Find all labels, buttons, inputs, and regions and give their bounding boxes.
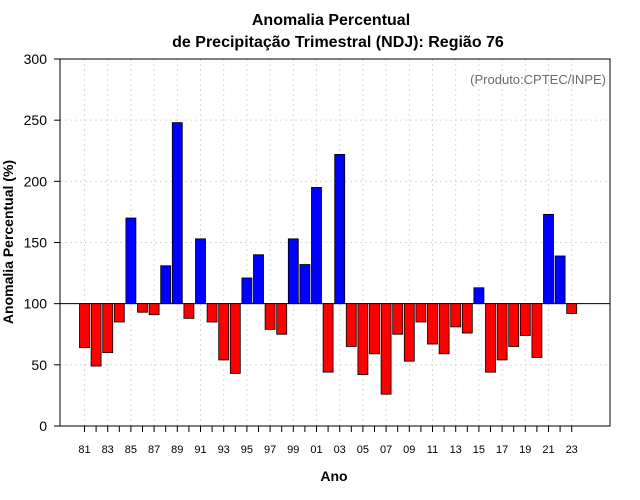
bar-94 — [229, 303, 241, 374]
x-tick-label: 89 — [171, 444, 183, 456]
y-tick-label: 250 — [24, 112, 48, 128]
bar-96 — [253, 254, 264, 305]
bar-03 — [334, 154, 346, 305]
bar-91 — [195, 238, 206, 305]
x-tick-label: 05 — [357, 444, 369, 456]
x-tick-label: 81 — [78, 444, 90, 456]
y-tick-label: 150 — [24, 235, 48, 251]
bar-83 — [102, 303, 114, 353]
bar-02 — [322, 303, 334, 373]
bar-92 — [206, 303, 218, 323]
x-tick-label: 87 — [148, 444, 160, 456]
x-tick-label: 21 — [542, 444, 554, 456]
x-tick-label: 17 — [496, 444, 508, 456]
product-credit: (Produto:CPTEC/INPE) — [470, 72, 606, 87]
x-tick-label: 23 — [566, 444, 578, 456]
chart-title-line-2: de Precipitação Trimestral (NDJ): Região… — [172, 34, 504, 51]
x-axis: 81 83 85 87 89 91 93 95 97 99 01 03 05 07 09 11 13 15 17 19… — [78, 426, 578, 456]
x-tick-label: 07 — [380, 444, 392, 456]
bar-18 — [508, 303, 520, 347]
y-axis-title: Anomalia Percentual (%) — [0, 160, 16, 324]
bar-98 — [276, 303, 288, 335]
x-tick-label: 99 — [287, 444, 299, 456]
bar-05 — [357, 303, 369, 376]
x-tick-label: 91 — [194, 444, 206, 456]
bar-07 — [380, 303, 392, 395]
x-tick-label: 19 — [519, 444, 531, 456]
x-tick-label: 83 — [102, 444, 114, 456]
bar-10 — [415, 303, 427, 323]
bar-12 — [438, 303, 450, 355]
y-tick-label: 50 — [31, 357, 47, 373]
bar-20 — [531, 303, 543, 358]
bar-04 — [345, 303, 357, 347]
bar-13 — [450, 303, 462, 328]
bar-11 — [427, 303, 438, 345]
x-tick-label: 97 — [264, 444, 276, 456]
bar-95 — [241, 277, 253, 305]
bar-17 — [496, 303, 508, 361]
bar-22 — [554, 255, 566, 305]
bar-93 — [218, 303, 230, 361]
x-tick-label: 85 — [125, 444, 137, 456]
bar-85 — [125, 217, 137, 305]
bar-82 — [90, 303, 102, 367]
bar-81 — [79, 303, 90, 349]
y-tick-label: 300 — [24, 51, 48, 67]
x-tick-label: 15 — [473, 444, 485, 456]
x-tick-label: 11 — [427, 444, 438, 456]
bar-89 — [171, 122, 183, 305]
bar-90 — [183, 303, 195, 319]
bar-14 — [461, 303, 473, 334]
bar-84 — [113, 303, 125, 323]
x-tick-label: 95 — [241, 444, 253, 456]
bar-23 — [566, 303, 578, 314]
y-tick-label: 100 — [24, 296, 48, 312]
bar-86 — [137, 303, 148, 313]
bar-08 — [392, 303, 404, 335]
bar-16 — [485, 303, 496, 373]
chart-title-line-1: Anomalia Percentual — [252, 12, 410, 29]
x-tick-label: 93 — [218, 444, 230, 456]
y-tick-label: 200 — [24, 173, 48, 189]
bar-99 — [287, 238, 299, 305]
x-tick-label: 01 — [310, 444, 322, 456]
bar-00 — [299, 264, 311, 305]
bars-layer — [79, 122, 578, 395]
x-tick-label: 13 — [450, 444, 462, 456]
bar-21 — [543, 213, 554, 305]
x-axis-title: Ano — [320, 468, 347, 484]
bar-19 — [519, 303, 531, 336]
bar-01 — [311, 187, 322, 305]
x-tick-label: 03 — [334, 444, 346, 456]
y-tick-label: 0 — [39, 418, 47, 434]
bar-09 — [403, 303, 415, 362]
bar-87 — [148, 303, 160, 316]
bar-06 — [369, 303, 380, 355]
bar-88 — [160, 265, 172, 305]
y-axis: 0 50 100 150 200 250 300 — [24, 51, 60, 434]
bar-15 — [473, 287, 485, 305]
bar-97 — [264, 303, 276, 330]
x-tick-label: 09 — [403, 444, 415, 456]
